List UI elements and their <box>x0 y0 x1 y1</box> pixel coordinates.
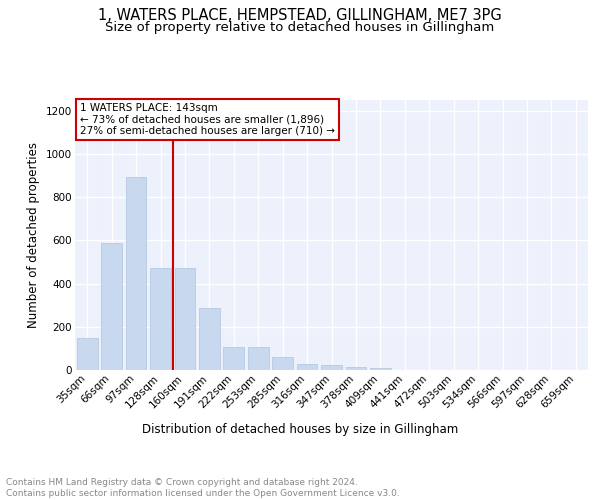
Text: Distribution of detached houses by size in Gillingham: Distribution of detached houses by size … <box>142 422 458 436</box>
Text: 1, WATERS PLACE, HEMPSTEAD, GILLINGHAM, ME7 3PG: 1, WATERS PLACE, HEMPSTEAD, GILLINGHAM, … <box>98 8 502 22</box>
Bar <box>321 364 342 370</box>
Bar <box>248 348 269 370</box>
Text: 1 WATERS PLACE: 143sqm
← 73% of detached houses are smaller (1,896)
27% of semi-: 1 WATERS PLACE: 143sqm ← 73% of detached… <box>80 102 335 136</box>
Bar <box>199 308 220 370</box>
Bar <box>370 368 391 370</box>
Bar <box>296 364 317 370</box>
Bar <box>77 338 98 370</box>
Text: Contains HM Land Registry data © Crown copyright and database right 2024.
Contai: Contains HM Land Registry data © Crown c… <box>6 478 400 498</box>
Bar <box>175 268 196 370</box>
Bar <box>346 367 367 370</box>
Bar <box>223 348 244 370</box>
Bar <box>125 176 146 370</box>
Bar <box>101 242 122 370</box>
Text: Size of property relative to detached houses in Gillingham: Size of property relative to detached ho… <box>106 21 494 34</box>
Y-axis label: Number of detached properties: Number of detached properties <box>28 142 40 328</box>
Bar <box>272 357 293 370</box>
Bar <box>150 268 171 370</box>
